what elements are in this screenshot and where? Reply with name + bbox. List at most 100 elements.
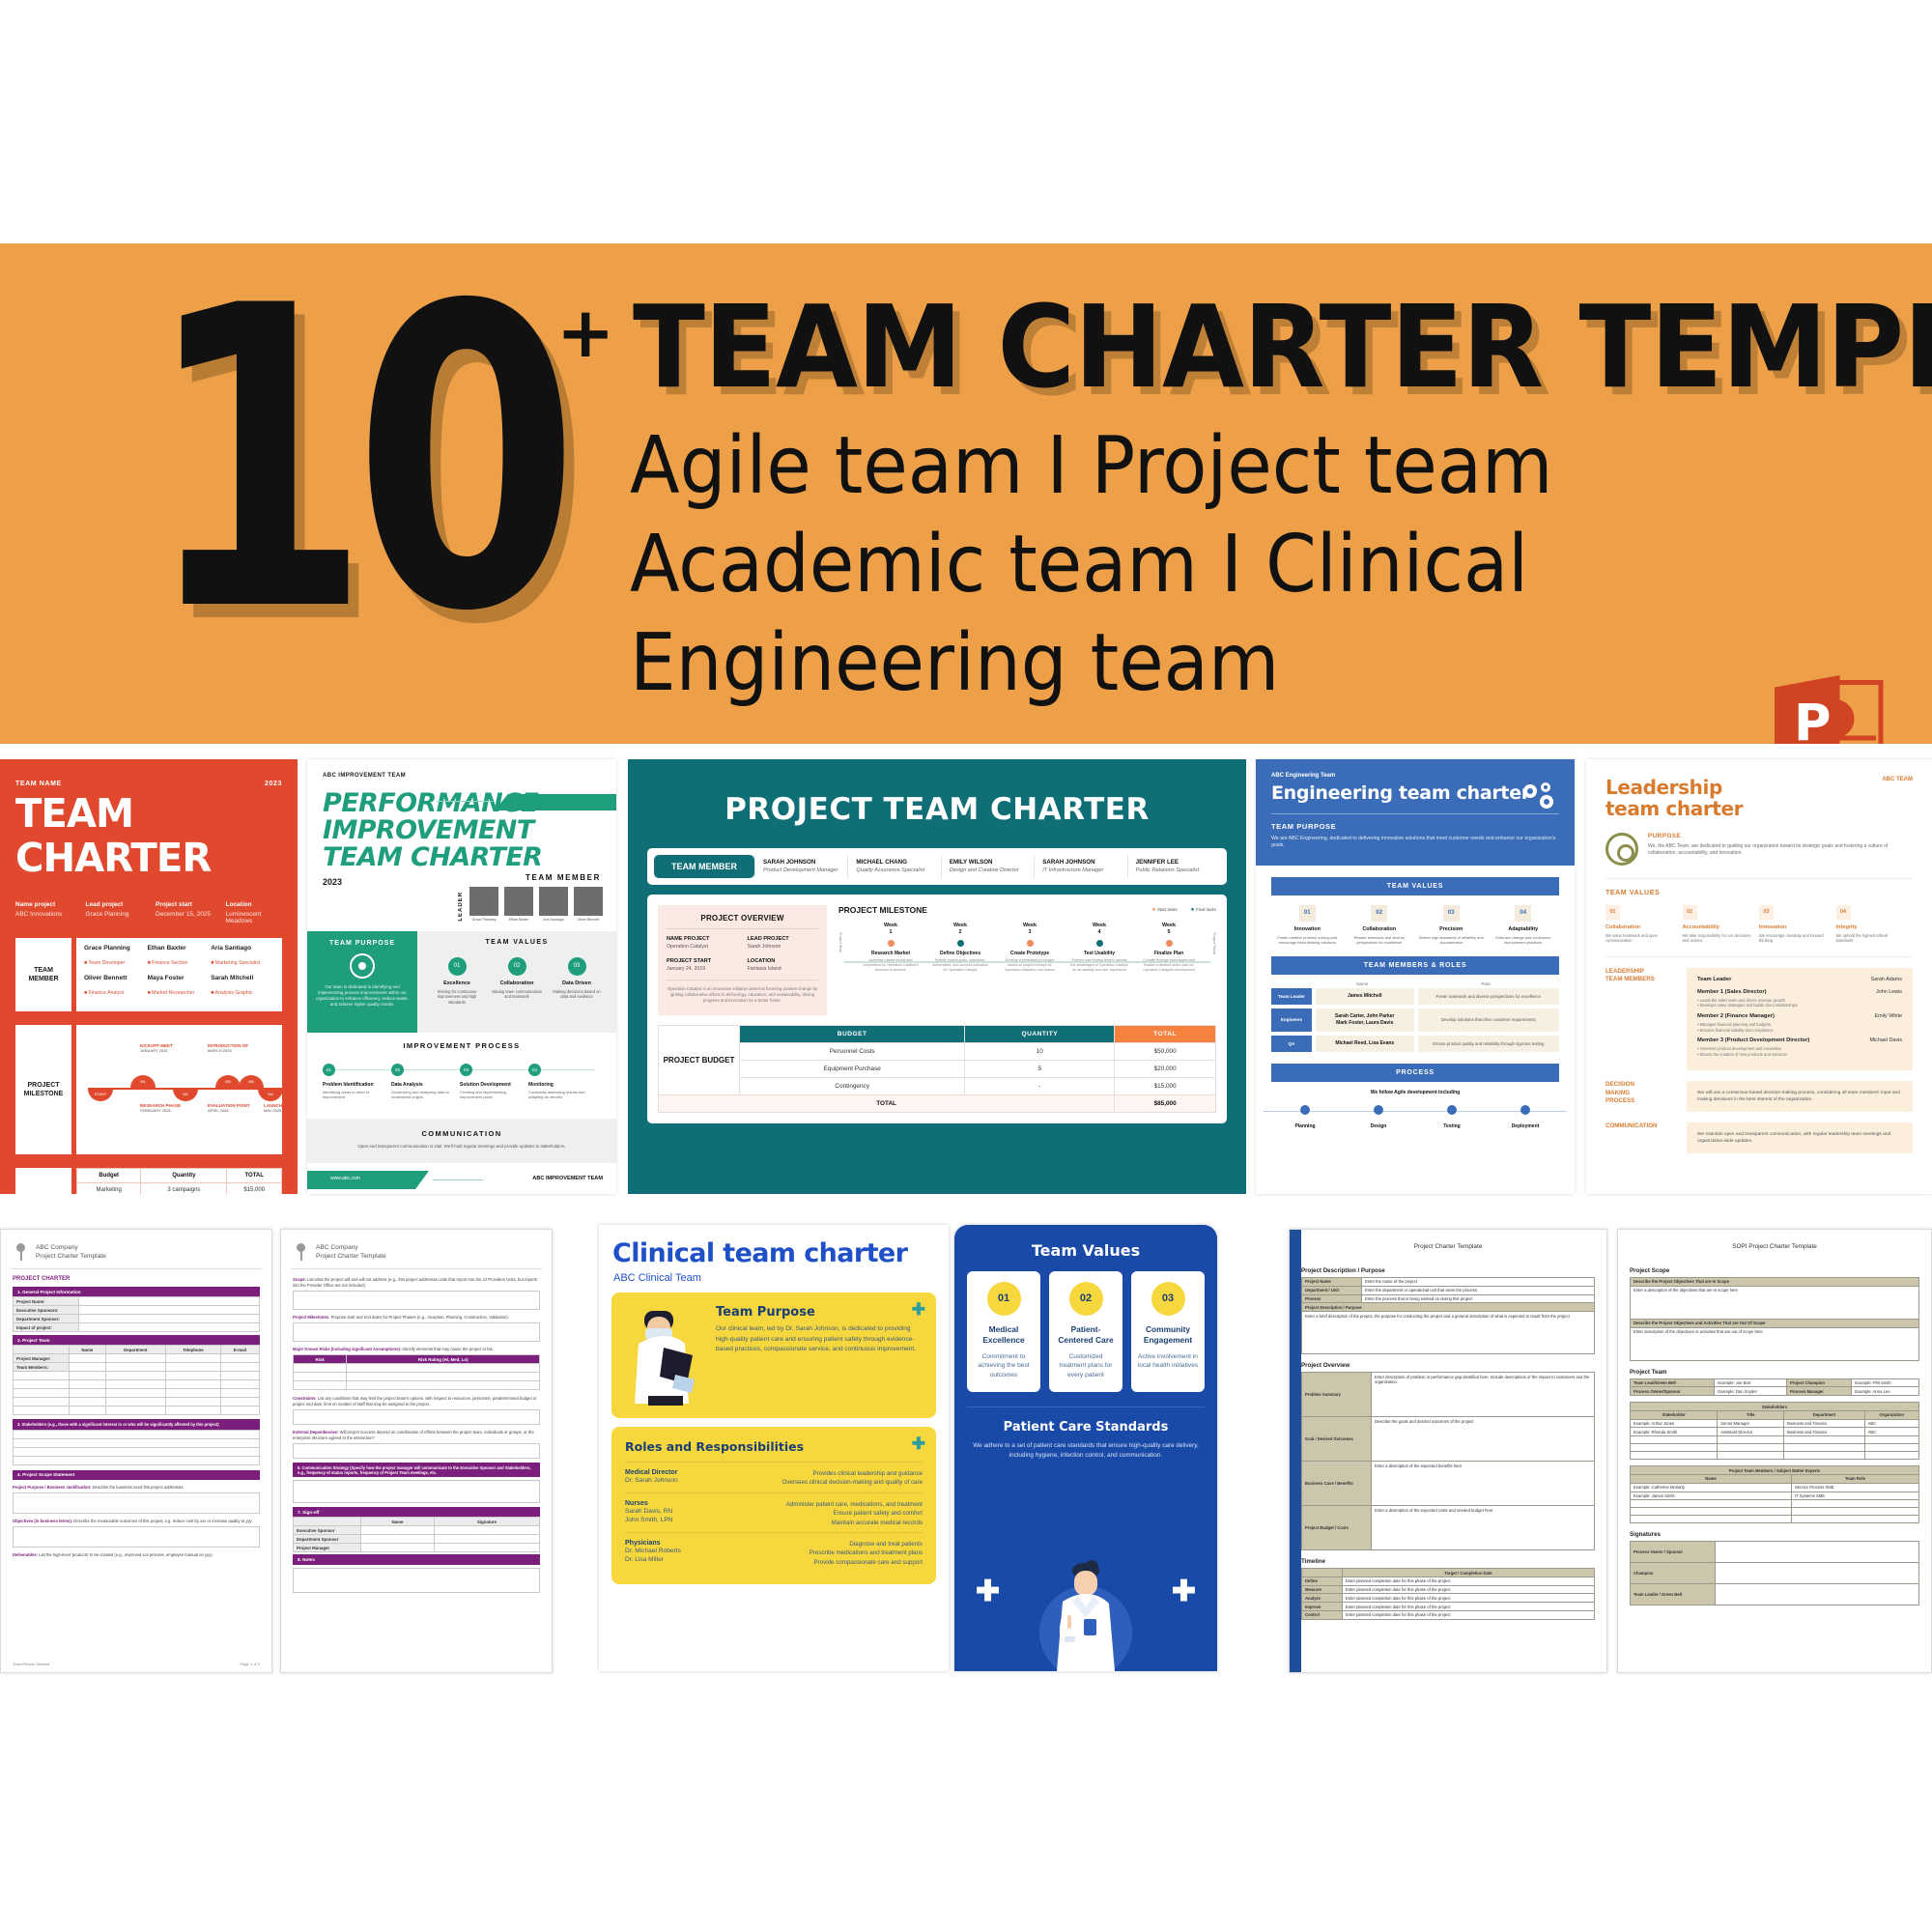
doc-footer-right: Page 1 of 2: [240, 1662, 260, 1666]
signatures-table: Process Owner / Sponsor Champion Team Le…: [1630, 1541, 1919, 1606]
process-step: Testing: [1418, 1104, 1486, 1129]
nurse-illustration: [1039, 1560, 1132, 1671]
doc-section-bar: 1. General Project Information: [13, 1287, 260, 1297]
project-scope-table: Describe the Project Objectives That are…: [1630, 1277, 1919, 1361]
table-row: Team Leader James Mitchell Foster teamwork…: [1271, 987, 1559, 1005]
meta-value: ABC Innovations: [15, 911, 63, 918]
member-name: Oliver Bennett: [84, 975, 128, 981]
table-row: Project Manager: [293, 1543, 541, 1553]
leadership-purpose-title: PURPOSE: [1648, 833, 1682, 839]
performance-year: 2023: [323, 877, 343, 887]
process-step: Deployment: [1492, 1104, 1559, 1129]
value-item: 01 Collaboration We value teamwork and ope…: [1605, 905, 1683, 944]
table-row: [292, 1363, 540, 1373]
th: QUANTITY: [964, 1025, 1116, 1044]
table-row: Example: Rhonda Smith Assistant Director B…: [1629, 1427, 1920, 1437]
table-row: [1630, 1507, 1920, 1517]
milestone-label: RESEARCH PHASE: [140, 1103, 182, 1108]
list-item: Member 1 (Sales Director) John Lewis: [1697, 988, 1902, 995]
template-row-middle: TEAM NAME 2023 TEAM CHARTER Name project…: [0, 759, 1932, 1194]
doc-heading: PROJECT CHARTER: [13, 1276, 71, 1282]
project-milestone: PROJECT MILESTONE Start tasks Final task…: [838, 905, 1216, 1015]
doc-template-name: Project Charter Template: [36, 1253, 106, 1260]
engineering-purpose-title: TEAM PURPOSE: [1271, 822, 1337, 831]
overview-text: Operation Catalyst is an innovative init…: [667, 980, 818, 1003]
table-row: Process Owner/Sponsor Example: Dan Snyder…: [1629, 1386, 1919, 1397]
table-row: [1630, 1499, 1920, 1509]
table-row: Enter a brief description of the project…: [1301, 1311, 1595, 1355]
value-item: 01 Excellence Striving for continuous impr…: [427, 957, 487, 1005]
member-tag: TEAM MEMBER: [654, 855, 754, 879]
meta-value: Luminescent Meadows: [225, 911, 262, 924]
performance-communication: COMMUNICATION Open and transparent commu…: [307, 1119, 616, 1163]
doc-title: Project Charter Template: [1413, 1243, 1483, 1250]
team-charter-title: TEAM CHARTER: [15, 790, 212, 881]
template-card-team-charter[interactable]: TEAM NAME 2023 TEAM CHARTER Name project…: [0, 759, 298, 1194]
timeline-point: Week 2 Define Objectives Specify project go…: [932, 923, 988, 972]
header-title: TEAM CHARTER TEMPLATES: [633, 280, 1932, 413]
header-plus-mark: +: [556, 292, 615, 373]
member-item: Maya Foster Market Researcher: [148, 975, 212, 999]
team-charter-eyebrow: TEAM NAME: [15, 781, 62, 787]
table-row: Personnel Costs 10 $50,000: [659, 1042, 1216, 1062]
template-doc-sopi-charter[interactable]: SOPI Project Charter Template Project Sc…: [1617, 1229, 1932, 1673]
doc-section-heading: Signatures: [1630, 1531, 1661, 1539]
doc-section-bar: 6. Communication Strategy (Specify how t…: [293, 1463, 540, 1478]
table-row: Improve Enter planned completion date for…: [1301, 1602, 1595, 1612]
doc-section-heading: Timeline: [1301, 1558, 1325, 1566]
member-item: SARAH JOHNSON IT Infrastructure Manager: [1034, 855, 1126, 879]
engineering-process-track: Planning Design Testing Deployment: [1264, 1104, 1567, 1144]
value-item: 02 Accountability We take responsibility f…: [1682, 905, 1760, 944]
powerpoint-icon: P: [1775, 675, 1884, 744]
th: Quantity: [140, 1168, 228, 1183]
general-info-table: Project Name: Executive Sponsors: Depart…: [13, 1296, 260, 1333]
engineering-roles-header: Name Role: [1356, 980, 1491, 986]
leadership-title: Leadership team charter: [1605, 776, 1744, 820]
doc-field-label: Objectives (in business terms): Describe…: [13, 1518, 253, 1523]
table-row: Project Name Enter the name of the projec…: [1301, 1277, 1595, 1287]
purpose-title: TEAM PURPOSE: [328, 940, 395, 947]
template-card-project-team-charter[interactable]: PROJECT TEAM CHARTER TEAM MEMBER SARAH J…: [628, 759, 1246, 1194]
table-row: Analyze Enter planned completion date for…: [1301, 1593, 1595, 1604]
performance-team-member-label: TEAM MEMBER: [525, 873, 601, 882]
th: TOTAL: [226, 1168, 282, 1183]
template-doc-abc-charter-page2[interactable]: ABC Company Project Charter Template Scop…: [280, 1229, 553, 1673]
medical-cross-icon: ✚: [911, 1435, 925, 1453]
table-row: QA Michael Reed, Lisa Evans Ensure product…: [1271, 1035, 1559, 1052]
green-flag-shape: [495, 794, 616, 810]
process-step: 01 Problem Identification Identifying area…: [323, 1064, 390, 1099]
member-name: Grace Planning: [84, 945, 130, 952]
table-row: Define Enter planned completion date for …: [1301, 1576, 1595, 1586]
section-label-member: TEAM MEMBER: [15, 938, 71, 1011]
member-item: Grace Planning Team Developer: [84, 945, 148, 969]
template-card-team-values[interactable]: Team Values 01 Medical Excellence Commitme…: [954, 1225, 1217, 1671]
milestone-date: JANUARY 2025: [140, 1048, 168, 1053]
milestone-date: MARCH 2025: [208, 1048, 232, 1053]
template-card-engineering[interactable]: ABC Engineering Team Engineering team ch…: [1256, 759, 1575, 1194]
process-step: Design: [1345, 1104, 1412, 1129]
table-row: Measure Enter planned completion date for…: [1301, 1584, 1595, 1595]
leadership-values-title: TEAM VALUES: [1605, 890, 1661, 896]
template-card-leadership[interactable]: Leadership team charter ABC TEAM PURPOSE …: [1586, 759, 1932, 1194]
value-item: 03 Data Driven Making decisions based on d…: [547, 957, 607, 1005]
table-row: Engineers Sarah Carter, John Parker Mark …: [1271, 1008, 1559, 1032]
engineering-title: Engineering team charter: [1271, 782, 1530, 804]
template-card-performance-improvement[interactable]: ABC IMPROVEMENT TEAM PERFORMANCE IMPROVEM…: [307, 759, 616, 1194]
project-team-member-bar: TEAM MEMBER SARAH JOHNSON Product Develop…: [647, 848, 1227, 886]
engineering-values-bar: TEAM VALUES: [1271, 876, 1559, 895]
company-logo-icon: [295, 1243, 307, 1261]
doc-field-label: Major Known Risks (including significant…: [293, 1347, 494, 1351]
avatar: Oliver Bennett: [574, 887, 603, 922]
template-card-clinical[interactable]: Clinical team charter ABC Clinical Team …: [599, 1225, 949, 1671]
meta-key: Lead project: [85, 901, 124, 908]
table-row: [13, 1379, 261, 1390]
table-row: [1629, 1443, 1920, 1453]
table-row: Enter a description of the objectives th…: [1630, 1285, 1919, 1320]
table-row: Department / Unit Enter the department or…: [1301, 1285, 1595, 1295]
template-doc-project-charter-tan[interactable]: Project Charter Template Project Descrip…: [1289, 1229, 1607, 1673]
member-role: Finance Section: [148, 960, 188, 966]
leadership-communication-label: COMMUNICATION: [1605, 1122, 1658, 1130]
table-row: Team Lead/Green Belt Example: Joe Burt Pro…: [1629, 1378, 1919, 1388]
template-doc-abc-charter-page1[interactable]: ABC Company Project Charter Template PROJ…: [0, 1229, 272, 1673]
